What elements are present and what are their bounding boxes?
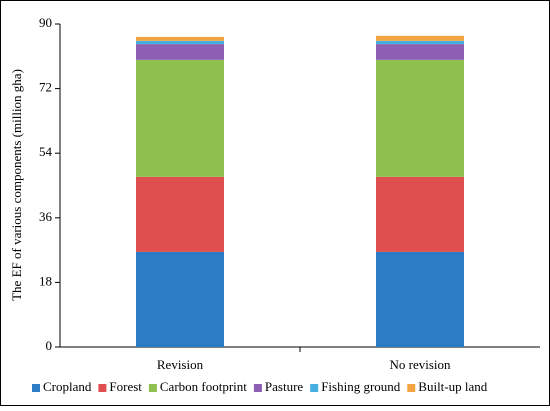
y-tick-label: 90 — [39, 15, 52, 30]
x-tick-label: Revision — [157, 357, 204, 372]
bar-segment — [376, 176, 464, 252]
bar-segment — [136, 40, 224, 45]
y-tick-label: 36 — [39, 209, 53, 224]
y-tick-label: 0 — [46, 338, 53, 353]
y-axis-label: The EF of various components (million gh… — [9, 69, 24, 301]
legend-swatch — [98, 384, 107, 392]
legend-swatch — [253, 384, 262, 392]
bar-segment — [376, 35, 464, 41]
legend-label: Forest — [109, 379, 142, 394]
y-tick-label: 54 — [39, 144, 53, 159]
bar-segment — [136, 36, 224, 41]
bar-segment — [376, 59, 464, 177]
legend-swatch — [32, 384, 40, 392]
bar-segment — [136, 59, 224, 177]
legend-label: Carbon footprint — [160, 379, 247, 394]
legend-label: Fishing ground — [321, 379, 401, 394]
y-tick-label: 72 — [39, 80, 52, 95]
legend-label: Cropland — [43, 379, 92, 394]
legend-swatch — [310, 384, 319, 392]
legend-swatch — [148, 384, 157, 392]
legend-label: Built-up land — [418, 379, 487, 394]
x-tick-label: No revision — [389, 357, 451, 372]
bar-segment — [376, 40, 464, 45]
bar-segment — [136, 176, 224, 252]
bar-segment — [376, 44, 464, 60]
bar-segment — [136, 251, 224, 347]
y-tick-label: 18 — [39, 273, 52, 288]
bar-segment — [376, 251, 464, 347]
legend-label: Pasture — [265, 379, 304, 394]
bar-segment — [136, 44, 224, 60]
legend-swatch — [407, 384, 416, 392]
